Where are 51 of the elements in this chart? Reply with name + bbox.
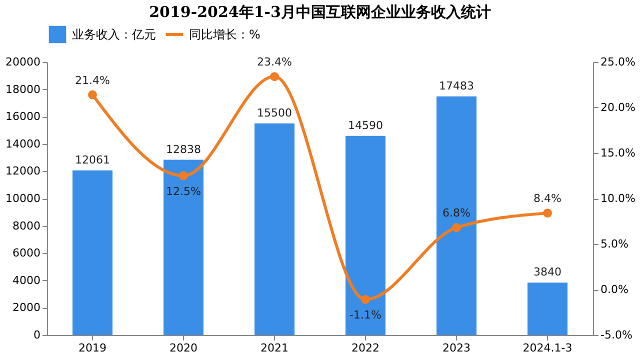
point [543, 208, 552, 218]
y2-tick-label: 20.0% [600, 101, 636, 114]
data-label: 15500 [257, 106, 292, 120]
data-label: 12061 [75, 153, 110, 166]
data-label: 12838 [166, 142, 201, 156]
chart-title: 2019-2024年1-3月中国互联网企业业务收入统计 [149, 3, 491, 21]
y-tick-label: 0 [34, 328, 40, 342]
data-label: 23.4% [257, 56, 292, 69]
y-tick-label: 14000 [6, 137, 40, 150]
y-tick-label: 10000 [6, 192, 40, 205]
point [361, 295, 370, 304]
x-tick-label: 2021 [260, 342, 288, 354]
bar [254, 123, 294, 335]
bar [72, 170, 112, 335]
bar [164, 160, 204, 335]
legend-label: 业务收入：亿元 [72, 28, 156, 42]
y-tick-label: 8000 [12, 219, 40, 232]
y2-tick-label: 0.0% [600, 283, 628, 296]
point [179, 171, 188, 180]
y-tick-label: 6000 [12, 246, 40, 260]
y2-tick-label: 15.0% [600, 146, 636, 160]
y-tick-label: 16000 [6, 110, 40, 124]
data-label: 12.5% [166, 184, 201, 198]
data-label: 8.4% [534, 192, 562, 206]
y2-tick-label: 5.0% [600, 238, 628, 250]
bar [436, 96, 476, 335]
y-tick-label: 4000 [12, 274, 40, 287]
bar [346, 136, 386, 335]
data-label: 17483 [439, 79, 474, 92]
x-tick-label: 2023 [442, 342, 470, 354]
y-tick-label: 18000 [6, 82, 40, 96]
point [88, 90, 97, 100]
y2-tick-label: -5.0% [600, 328, 632, 342]
x-tick-label: 2020 [170, 342, 198, 354]
x-tick-label: 2024.1-3 [522, 342, 572, 354]
y2-tick-label: 10.0% [600, 192, 636, 205]
bar [528, 282, 568, 335]
y-tick-label: 20000 [6, 56, 40, 68]
legend-label: 同比增长：% [189, 28, 260, 42]
data-label: 3840 [534, 266, 562, 279]
data-label: 14590 [348, 118, 383, 132]
data-label: 6.8% [442, 206, 470, 220]
y-tick-label: 2000 [12, 301, 40, 314]
x-tick-label: 2022 [352, 342, 380, 354]
y-tick-label: 12000 [6, 164, 40, 178]
point [452, 223, 461, 232]
x-tick-label: 2019 [78, 342, 106, 354]
data-label: -1.1% [350, 308, 382, 322]
data-label: 21.4% [75, 74, 110, 87]
point [270, 72, 279, 82]
y2-tick-label: 25.0% [600, 56, 636, 68]
